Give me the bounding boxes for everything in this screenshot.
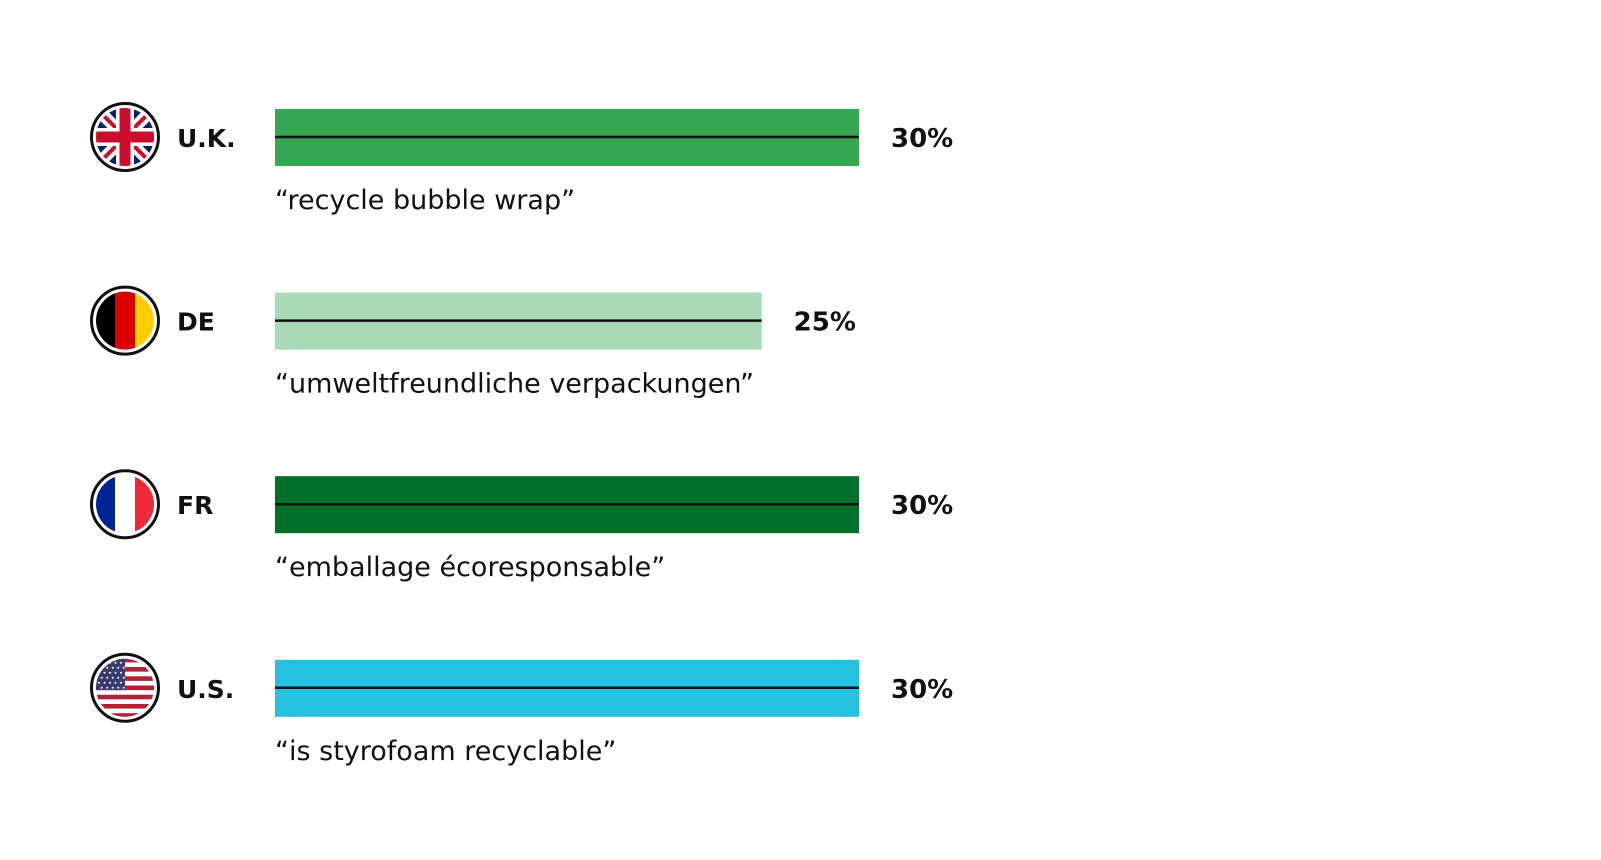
value-label: 30% bbox=[891, 124, 953, 154]
bar-row-fr: FR 30% “emballage écoresponsable” bbox=[90, 469, 953, 583]
search-query-label: “emballage écoresponsable” bbox=[275, 552, 665, 583]
search-query-label: “is styrofoam recyclable” bbox=[275, 736, 616, 767]
category-label: FR bbox=[177, 491, 213, 520]
bar-row-de: DE 25% “umweltfreundliche verpackungen” bbox=[90, 285, 856, 400]
category-label: U.S. bbox=[177, 675, 234, 704]
value-label: 25% bbox=[794, 308, 856, 338]
search-query-label: “recycle bubble wrap” bbox=[275, 185, 575, 216]
category-label: DE bbox=[177, 308, 215, 337]
uk-flag-icon bbox=[90, 102, 160, 172]
germany-flag-icon bbox=[90, 285, 160, 356]
value-label: 30% bbox=[891, 491, 953, 521]
search-query-label: “umweltfreundliche verpackungen” bbox=[275, 369, 754, 400]
us-flag-icon bbox=[90, 652, 160, 723]
bar-row-us: U.S. 30% “is styrofoam recyclable” bbox=[90, 652, 953, 767]
category-label: U.K. bbox=[177, 124, 236, 153]
bar-row-uk: U.K. 30% “recycle bubble wrap” bbox=[90, 102, 953, 216]
value-label: 30% bbox=[891, 675, 953, 705]
france-flag-icon bbox=[90, 469, 160, 540]
